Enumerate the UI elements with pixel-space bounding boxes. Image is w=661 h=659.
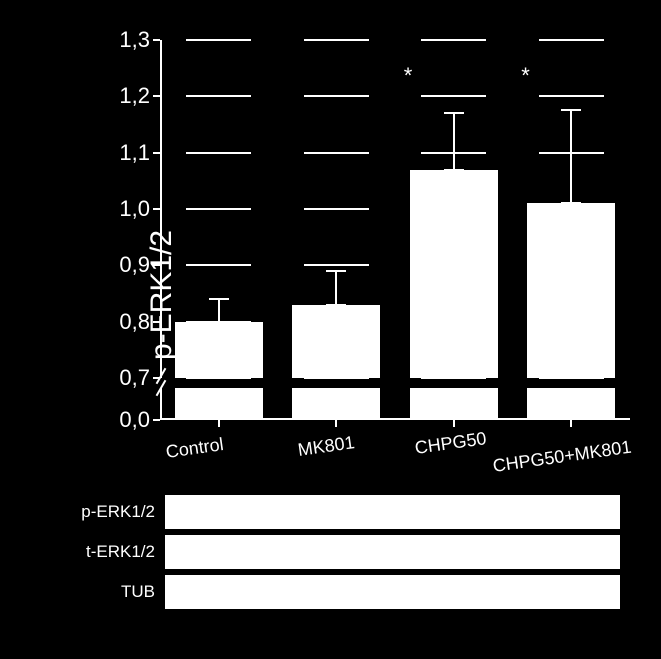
- bar: [292, 305, 380, 378]
- blot-row: p-ERK1/2: [45, 495, 620, 529]
- plot-area: 0,00,70,80,91,01,11,21,3**ControlMK801CH…: [160, 40, 630, 420]
- x-tick-label: Control: [165, 434, 225, 463]
- western-blot-panel: p-ERK1/2 t-ERK1/2 TUB: [45, 495, 620, 615]
- y-tick-label: 1,2: [95, 83, 150, 109]
- bar: [175, 322, 263, 378]
- blot-label: t-ERK1/2: [45, 542, 155, 562]
- y-tick-label: 1,1: [95, 140, 150, 166]
- significance-marker: *: [521, 63, 530, 89]
- blot-band: [165, 535, 620, 569]
- y-tick-label: 0,8: [95, 309, 150, 335]
- blot-label: p-ERK1/2: [45, 502, 155, 522]
- x-tick-label: CHPG50+MK801: [491, 437, 632, 477]
- blot-label: TUB: [45, 582, 155, 602]
- x-tick-label: CHPG50: [414, 428, 488, 459]
- blot-band: [165, 575, 620, 609]
- blot-row: TUB: [45, 575, 620, 609]
- y-tick-label: 1,3: [95, 27, 150, 53]
- bar: [527, 203, 615, 378]
- y-tick-label: 0,0: [95, 407, 150, 433]
- blot-row: t-ERK1/2: [45, 535, 620, 569]
- bar-chart: p-ERK1/2 0,00,70,80,91,01,11,21,3**Contr…: [90, 30, 630, 490]
- y-tick-label: 0,7: [95, 365, 150, 391]
- blot-band: [165, 495, 620, 529]
- x-tick-label: MK801: [296, 432, 355, 461]
- significance-marker: *: [404, 63, 413, 89]
- y-tick-label: 1,0: [95, 196, 150, 222]
- bar: [410, 170, 498, 378]
- y-tick-label: 0,9: [95, 252, 150, 278]
